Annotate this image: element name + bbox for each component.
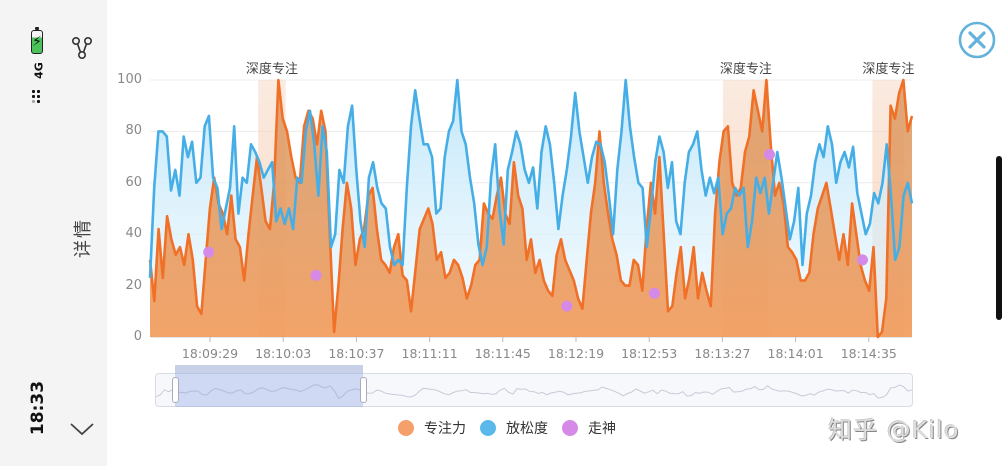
deep-focus-label: 深度专注: [719, 62, 772, 77]
datazoom-drag-bar[interactable]: [175, 365, 363, 373]
y-tick-label: 0: [133, 329, 142, 344]
datazoom-preview: [156, 384, 913, 399]
legend-distract-label[interactable]: 走神: [588, 421, 616, 437]
clock-time: 18:33: [28, 380, 48, 436]
x-tick-label: 18:12:53: [621, 346, 678, 361]
y-tick-label: 20: [125, 277, 142, 293]
line-chart[interactable]: [110, 55, 930, 355]
share-nodes-icon[interactable]: [70, 36, 94, 60]
focus-line: [148, 78, 914, 339]
network-type: 4G: [32, 62, 46, 79]
x-tick-label: 18:10:37: [328, 346, 385, 361]
datazoom-selection[interactable]: [175, 373, 363, 407]
y-tick-label: 60: [125, 174, 142, 190]
x-tick-label: 18:11:45: [474, 346, 531, 361]
y-tick-label: 100: [117, 72, 142, 87]
datazoom-handle-right[interactable]: [360, 377, 367, 403]
charging-bolt-icon: ⚡: [32, 34, 42, 50]
deep-focus-label: 深度专注: [245, 62, 298, 77]
watermark: 知乎 @Kilo: [828, 416, 960, 444]
x-tick-label: 18:14:01: [767, 346, 824, 361]
legend-focus-label[interactable]: 专注力: [424, 421, 466, 437]
legend-distract-swatch[interactable]: [562, 420, 578, 436]
legend-relax-swatch[interactable]: [480, 420, 496, 436]
side-panel: ⚡ 4G 18:33 详情: [0, 0, 107, 466]
close-circle-icon[interactable]: [957, 20, 997, 60]
distraction-markers: [203, 149, 868, 312]
datazoom-slider[interactable]: [155, 373, 913, 407]
x-tick-label: 18:10:03: [255, 346, 312, 361]
x-tick-label: 18:11:11: [401, 346, 458, 361]
details-button[interactable]: 详情: [73, 218, 94, 258]
chart-legend: 专注力 放松度 走神: [384, 418, 616, 438]
signal-strength-icon: [32, 88, 46, 106]
y-tick-label: 40: [125, 226, 142, 242]
datazoom-handle-left[interactable]: [172, 377, 179, 403]
relaxation-line: [148, 78, 914, 278]
x-tick-label: 18:12:19: [547, 346, 605, 361]
x-axis-ticks: [209, 337, 870, 342]
legend-focus-swatch[interactable]: [398, 420, 414, 436]
scrollbar[interactable]: [996, 156, 1002, 320]
legend-relax-label[interactable]: 放松度: [506, 421, 548, 437]
battery-icon: [31, 27, 43, 54]
x-tick-label: 18:09:29: [181, 346, 239, 361]
x-tick-label: 18:14:35: [840, 346, 897, 361]
chevron-down-icon[interactable]: [68, 420, 96, 438]
deep-focus-label: 深度专注: [862, 62, 915, 77]
y-tick-label: 80: [125, 123, 142, 139]
x-tick-label: 18:13:27: [694, 346, 751, 361]
